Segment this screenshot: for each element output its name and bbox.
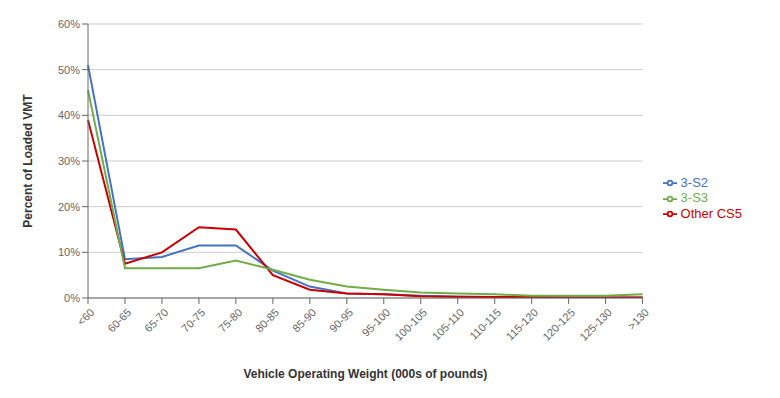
svg-text:20%: 20% <box>58 201 80 213</box>
svg-text:Percent of Loaded VMT: Percent of Loaded VMT <box>21 94 35 228</box>
svg-text:125-130: 125-130 <box>577 306 614 343</box>
svg-text:90-95: 90-95 <box>327 306 355 334</box>
svg-text:50%: 50% <box>58 64 80 76</box>
svg-text:65-70: 65-70 <box>142 306 170 334</box>
svg-text:105-110: 105-110 <box>430 306 466 342</box>
html-text:Other CS5: Other CS5 <box>680 205 742 221</box>
svg-text:>130: >130 <box>625 306 651 332</box>
svg-text:95-100: 95-100 <box>360 306 393 339</box>
svg-text:30%: 30% <box>58 155 80 167</box>
svg-text:110-115: 110-115 <box>467 306 503 342</box>
html-text:3-S3: 3-S3 <box>680 190 708 206</box>
svg-text:100-105: 100-105 <box>392 306 429 343</box>
svg-text:75-80: 75-80 <box>216 306 244 334</box>
svg-text:60-65: 60-65 <box>105 306 133 334</box>
svg-text:10%: 10% <box>58 246 80 258</box>
svg-text:85-90: 85-90 <box>290 306 318 334</box>
svg-text:120-125: 120-125 <box>540 306 577 343</box>
svg-text:0%: 0% <box>64 292 80 304</box>
svg-text:40%: 40% <box>58 109 80 121</box>
svg-text:115-120: 115-120 <box>504 306 540 342</box>
svg-text:60%: 60% <box>58 18 80 30</box>
svg-text:<60: <60 <box>75 306 97 328</box>
svg-text:70-75: 70-75 <box>179 306 207 334</box>
svg-text:80-85: 80-85 <box>253 306 281 334</box>
html-text:3-S2: 3-S2 <box>680 174 708 190</box>
svg-text:Vehicle Operating Weight (000s: Vehicle Operating Weight (000s of pounds… <box>243 367 487 381</box>
